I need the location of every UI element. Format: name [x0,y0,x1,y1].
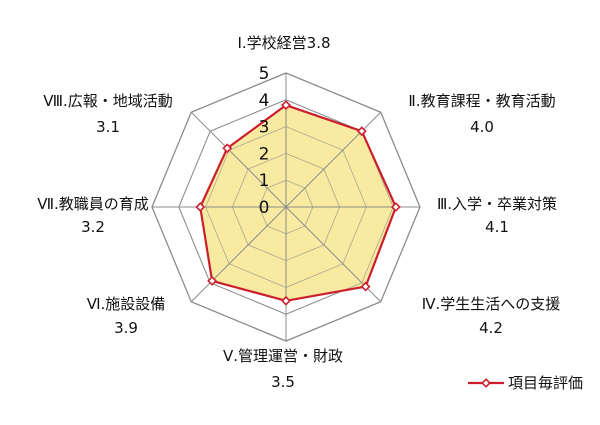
axis-labels: Ⅰ.学校経営3.8 Ⅱ.教育課程・教育活動 4.0 Ⅲ.入学・卒業対策 4.1 Ⅳ.学生生… [37,34,560,391]
data-point-6 [207,275,218,286]
data-point-3 [390,202,401,212]
tick-label-2: 2 [259,144,270,164]
axis-value-4: 4.2 [479,319,503,337]
axis-value-8: 3.1 [96,118,120,136]
legend-marker [481,378,491,388]
axis-label-3: Ⅲ.入学・卒業対策 [437,195,557,213]
spoke-2 [285,111,382,208]
data-point-5 [281,295,291,306]
data-point-8 [222,143,233,154]
spoke-8 [190,111,287,208]
spoke-6 [190,206,287,303]
radar-series [195,100,401,306]
data-point-4 [360,281,371,292]
radial-tick-labels: 0 1 2 3 4 5 [259,64,270,218]
radar-grid [151,72,421,342]
axis-value-2: 4.0 [470,118,494,136]
tick-label-0: 0 [259,198,270,218]
axis-label-6: Ⅵ.施設設備 [87,295,166,313]
data-point-2 [356,126,367,137]
data-point-7 [195,202,206,212]
axis-label-1: Ⅰ.学校経営3.8 [237,34,330,52]
series-area [200,105,396,301]
axis-label-8: Ⅷ.広報・地域活動 [43,92,173,110]
tick-label-4: 4 [259,91,270,111]
tick-label-5: 5 [259,64,270,84]
axis-value-3: 4.1 [485,218,509,236]
legend: 項目毎評価 [468,374,583,392]
tick-label-1: 1 [259,171,270,191]
axis-value-6: 3.9 [114,319,138,337]
axis-label-7: Ⅶ.教職員の育成 [37,195,149,213]
axis-label-4: Ⅳ.学生生活への支援 [422,295,561,313]
axis-label-2: Ⅱ.教育課程・教育活動 [408,92,555,110]
tick-label-3: 3 [259,118,270,138]
axis-value-5: 3.5 [271,373,295,391]
axis-label-5: Ⅴ.管理運営・財政 [223,347,343,365]
axis-value-7: 3.2 [81,218,105,236]
data-point-1 [281,100,291,111]
legend-label: 項目毎評価 [508,374,583,392]
